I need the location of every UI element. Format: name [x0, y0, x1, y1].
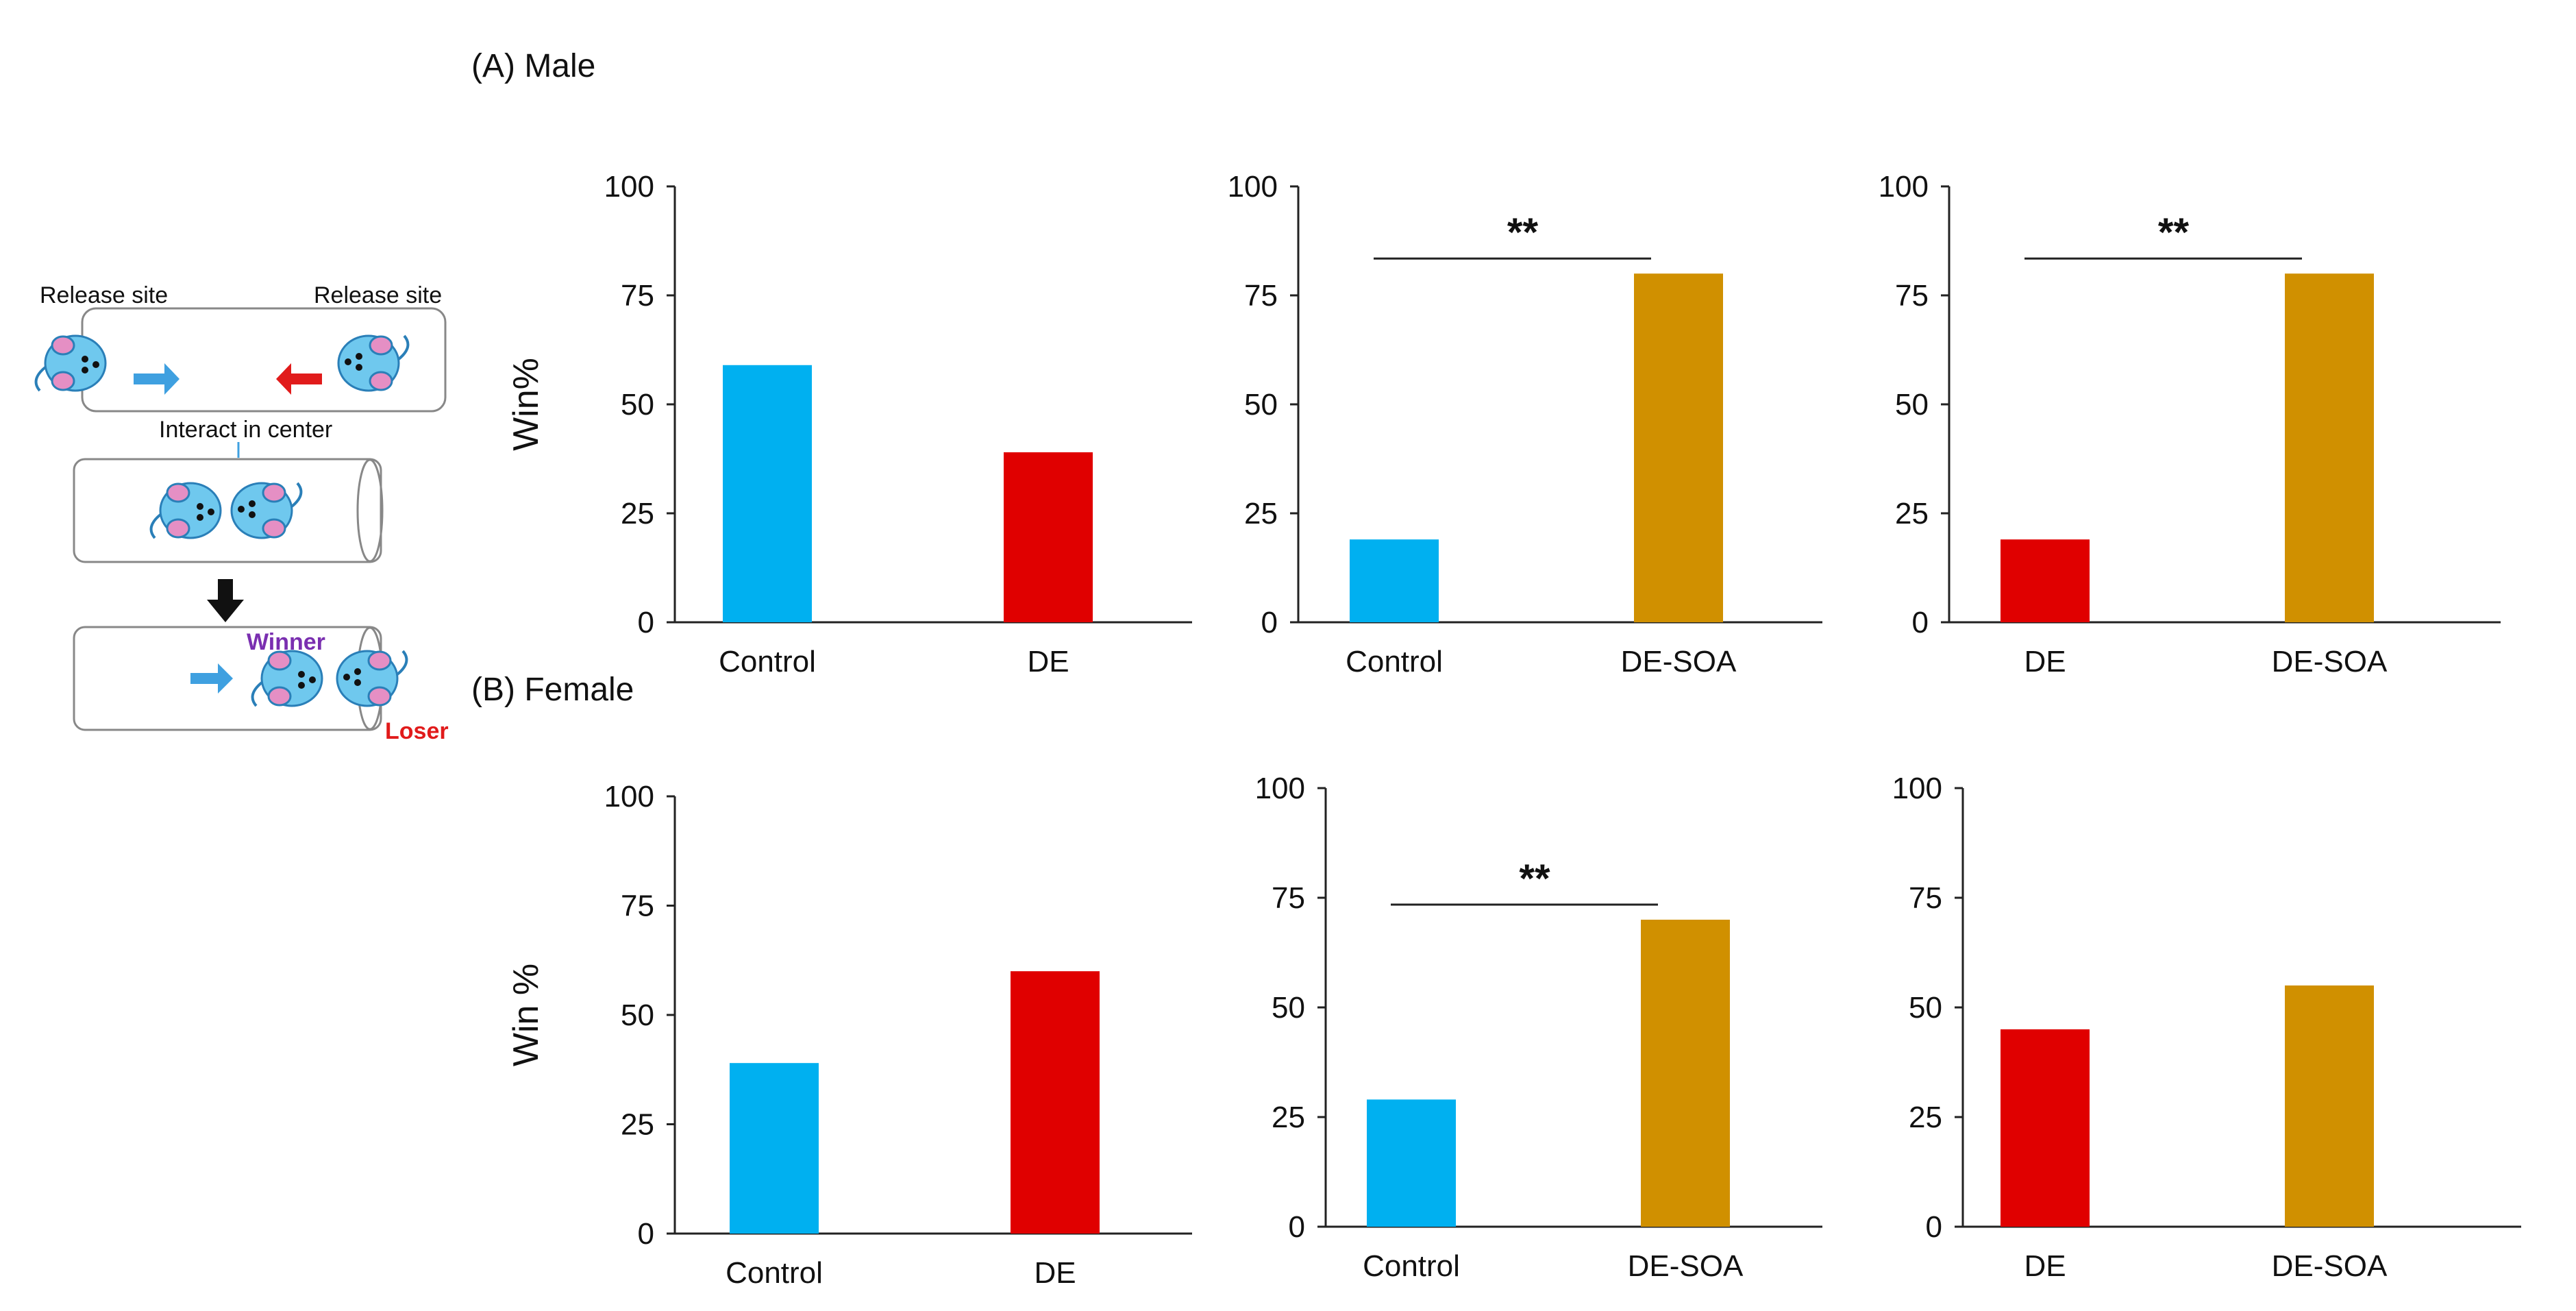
y-tick-label: 100: [1228, 170, 1278, 204]
x-category-label: DE-SOA: [1621, 645, 1737, 678]
chart-5: 0 25 50 75 100 Control DE-SOA **: [1255, 772, 1822, 1283]
x-category-label: DE: [2024, 645, 2066, 678]
x-category-label: DE-SOA: [1628, 1249, 1744, 1283]
bar-de: [1004, 452, 1093, 622]
y-tick-label: 25: [1272, 1101, 1305, 1134]
x-category-label: Control: [719, 645, 816, 678]
y-tick-label: 25: [1895, 497, 1929, 530]
y-tick-label: 0: [1912, 606, 1929, 639]
y-tick-label: 50: [621, 388, 654, 421]
bar-control: [730, 1063, 819, 1234]
x-category-label: Control: [1346, 645, 1443, 678]
y-tick-label: 25: [621, 1108, 654, 1142]
chart-1: 0 25 50 75 100 Control DE Win%: [506, 170, 1192, 678]
y-tick-label: 75: [621, 279, 654, 313]
bar-de-soa: [1634, 273, 1723, 622]
bar-control: [1350, 539, 1439, 622]
chart-4: 0 25 50 75 100 Control DE Win %: [506, 780, 1192, 1290]
panel-a-label: (A) Male: [471, 48, 595, 84]
release-site-right-label: Release site: [314, 282, 442, 308]
bar-de: [2001, 539, 2090, 622]
tube-2: [73, 458, 382, 563]
significance-marker: **: [1507, 210, 1539, 255]
bar-control: [1367, 1099, 1456, 1227]
y-axis-label: Win%: [506, 358, 546, 451]
y-axis-label: Win %: [506, 964, 546, 1066]
significance-marker: **: [2158, 210, 2190, 255]
bar-de-soa: [2285, 273, 2374, 622]
mouse-winner-icon: [251, 650, 323, 707]
bar-de: [1011, 971, 1100, 1234]
y-tick-label: 25: [1909, 1101, 1942, 1134]
mouse-left-icon: [34, 334, 107, 392]
mouse-interact-left-icon: [149, 482, 222, 539]
x-category-label: DE: [2024, 1249, 2066, 1283]
bar-de: [2001, 1029, 2090, 1227]
chart-6: 0 25 50 75 100 DE DE-SOA: [1892, 772, 2521, 1283]
chart-3: 0 25 50 75 100 DE DE-SOA **: [1879, 170, 2501, 678]
y-tick-label: 75: [1244, 279, 1278, 313]
arrow-down-icon: [207, 579, 244, 622]
arrow-winner-icon: [190, 663, 233, 694]
y-tick-label: 100: [1892, 772, 1942, 805]
mouse-right-icon: [337, 334, 410, 392]
y-tick-label: 100: [604, 780, 654, 813]
arrow-right-icon: [134, 363, 179, 395]
y-tick-label: 50: [1895, 388, 1929, 421]
x-category-label: DE: [1027, 645, 1069, 678]
winner-label: Winner: [247, 629, 325, 655]
y-tick-label: 0: [1926, 1210, 1942, 1244]
mouse-loser-icon: [336, 650, 408, 707]
y-tick-label: 0: [638, 606, 654, 639]
y-tick-label: 50: [1909, 991, 1942, 1025]
y-tick-label: 50: [1272, 991, 1305, 1025]
bar-control: [723, 365, 812, 622]
y-tick-label: 50: [621, 998, 654, 1032]
x-category-label: Control: [726, 1256, 823, 1290]
y-tick-label: 50: [1244, 388, 1278, 421]
chart-2: 0 25 50 75 100 Control DE-SOA **: [1228, 170, 1822, 678]
y-tick-label: 75: [621, 890, 654, 923]
x-category-label: DE-SOA: [2272, 1249, 2388, 1283]
y-tick-label: 100: [604, 170, 654, 204]
interact-label: Interact in center: [159, 417, 332, 443]
mouse-interact-right-icon: [230, 482, 303, 539]
x-category-label: Control: [1363, 1249, 1460, 1283]
panel-b-label: (B) Female: [471, 672, 634, 708]
y-tick-label: 75: [1909, 881, 1942, 915]
y-tick-label: 25: [621, 497, 654, 530]
bar-de-soa: [2285, 985, 2374, 1227]
significance-marker: **: [1519, 857, 1550, 901]
y-tick-label: 0: [1289, 1210, 1305, 1244]
y-tick-label: 100: [1879, 170, 1929, 204]
y-tick-label: 25: [1244, 497, 1278, 530]
bar-de-soa: [1641, 920, 1730, 1227]
charts-group: 0 25 50 75 100 Control DE Win% 0 25 50 75 100 Control…: [506, 170, 2521, 1290]
loser-label: Loser: [385, 718, 449, 744]
y-tick-label: 75: [1272, 881, 1305, 915]
release-site-left-label: Release site: [40, 282, 168, 308]
y-tick-label: 0: [638, 1217, 654, 1251]
tube-2-end: [356, 458, 384, 563]
arrow-left-icon: [276, 363, 322, 395]
tube-test-diagram: Release site Release site Interact in ce…: [34, 282, 449, 744]
y-tick-label: 0: [1261, 606, 1278, 639]
y-tick-label: 100: [1255, 772, 1305, 805]
x-category-label: DE-SOA: [2272, 645, 2388, 678]
x-category-label: DE: [1034, 1256, 1076, 1290]
y-tick-label: 75: [1895, 279, 1929, 313]
